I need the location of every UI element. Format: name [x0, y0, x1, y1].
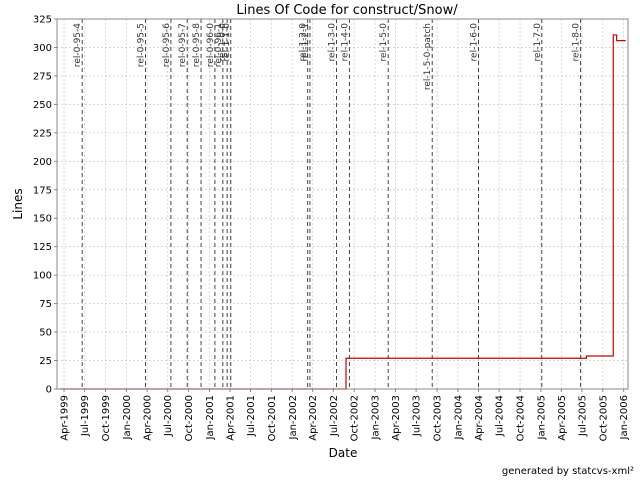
x-tick-label: Apr-2001	[225, 395, 236, 441]
release-label: rel-0-95-8	[192, 23, 202, 67]
x-tick-label: Apr-2004	[474, 395, 485, 441]
y-axis-title: Lines	[11, 188, 25, 219]
y-tick-label: 25	[39, 356, 52, 367]
release-label: rel-1-0-0	[218, 23, 228, 62]
release-label: rel-0-96-0	[206, 23, 216, 67]
y-tick-label: 125	[33, 242, 52, 253]
x-tick-label: Jan-2000	[122, 395, 133, 440]
y-tick-label: 200	[33, 157, 52, 168]
x-tick-label: Jan-2006	[619, 395, 630, 440]
x-tick-label: Apr-2005	[557, 395, 568, 441]
y-tick-label: 75	[39, 299, 52, 310]
x-tick-label: Jul-2000	[163, 395, 174, 437]
release-label: rel-1-3-0	[327, 23, 337, 62]
x-tick-label: Jan-2002	[288, 395, 299, 440]
release-label: rel-1-2-0	[299, 23, 309, 62]
y-axis: 0 25 50 75 100 125 150 175 200 225 250 275 300 325	[33, 15, 57, 396]
y-tick-label: 50	[39, 328, 52, 339]
release-label: rel-1-5-0-patch	[423, 23, 433, 90]
release-markers: rel-0-95-4 rel-0-95-5 rel-0-95-6 rel-0-95-7…	[73, 19, 582, 389]
release-label: rel-1-6-0	[470, 23, 480, 62]
release-label: rel-0-95-5	[136, 23, 146, 67]
x-axis: Apr-1999 Jul-1999 Oct-1999 Jan-2000 Apr-2000…	[60, 389, 630, 441]
release-label: rel-1-4-0	[340, 23, 350, 62]
x-tick-label: Jan-2003	[371, 395, 382, 440]
x-axis-title: Date	[329, 446, 358, 460]
x-tick-label: Oct-2004	[516, 395, 527, 441]
x-tick-label: Jan-2001	[205, 395, 216, 440]
y-tick-label: 300	[33, 43, 52, 54]
x-tick-label: Jul-2004	[495, 395, 506, 437]
y-tick-label: 175	[33, 185, 52, 196]
y-tick-label: 325	[33, 15, 52, 26]
x-tick-label: Apr-2003	[391, 395, 402, 441]
x-tick-label: Jul-1999	[80, 395, 91, 437]
x-tick-label: Oct-2001	[267, 395, 278, 441]
chart-title: Lines Of Code for construct/Snow/	[236, 3, 458, 18]
x-tick-label: Oct-2005	[598, 395, 609, 441]
x-tick-label: Apr-1999	[60, 395, 71, 441]
release-label: rel-1-1-0	[222, 23, 232, 62]
release-label: rel-1-7-0	[533, 23, 543, 62]
release-label: rel-0-95-7	[178, 23, 188, 67]
x-tick-label: Oct-1999	[101, 395, 112, 441]
x-tick-label: Jan-2005	[536, 395, 547, 440]
grid-lines	[57, 18, 628, 389]
release-label: rel-1-5-0	[379, 23, 389, 62]
x-tick-label: Oct-2000	[184, 395, 195, 441]
x-tick-label: Jan-2004	[453, 395, 464, 440]
release-label: rel-0-95-6	[162, 23, 172, 67]
x-tick-label: Jul-2005	[577, 395, 588, 437]
x-tick-label: Oct-2003	[432, 395, 443, 441]
y-tick-label: 250	[33, 100, 52, 111]
x-tick-label: Jul-2003	[412, 395, 423, 437]
x-tick-label: Apr-2000	[143, 395, 154, 441]
y-tick-label: 150	[33, 214, 52, 225]
release-label: rel-0-95-4	[73, 23, 83, 67]
x-tick-label: Oct-2002	[350, 395, 361, 441]
y-tick-label: 225	[33, 128, 52, 139]
x-tick-label: Jul-2002	[329, 395, 340, 437]
y-tick-label: 0	[46, 385, 52, 396]
release-label: rel-1-8-0	[572, 23, 582, 62]
release-label: rel-1-2-1	[301, 23, 311, 61]
release-label: rel-0-96-1	[214, 23, 224, 67]
x-tick-label: Jul-2001	[246, 395, 257, 437]
generated-by-footer: generated by statcvs-xml²	[502, 466, 634, 477]
y-tick-label: 275	[33, 71, 52, 82]
x-tick-label: Apr-2002	[308, 395, 319, 441]
y-tick-label: 100	[33, 271, 52, 282]
plot-frame	[56, 18, 629, 390]
